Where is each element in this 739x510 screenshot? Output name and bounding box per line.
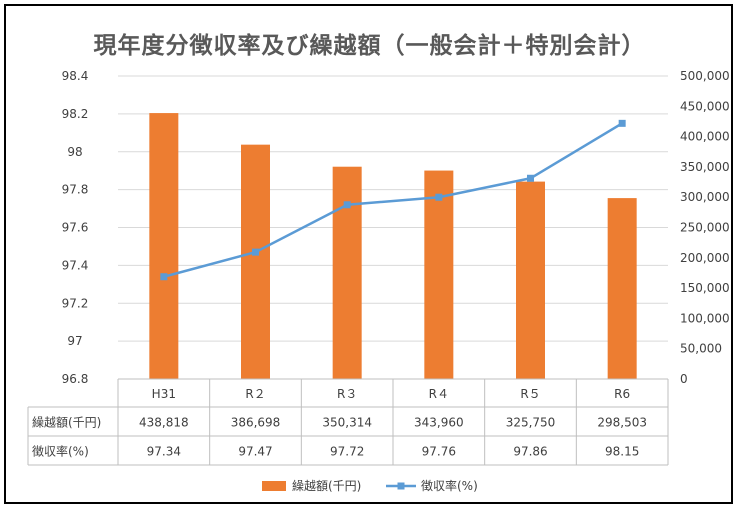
table-cell: 343,960 [414, 416, 464, 430]
table-cell: 97.72 [330, 445, 364, 459]
series-line [163, 122, 623, 278]
table-row-label: 繰越額(千円) [32, 416, 101, 430]
line-marker [343, 201, 351, 209]
left-tick-label: 98.2 [62, 107, 89, 121]
left-axis: 98.4 98.2 98 97.8 97.6 97.4 97.2 97 96.8 [62, 69, 89, 386]
line-marker [435, 193, 443, 201]
left-tick-label: 97.2 [62, 296, 89, 310]
table-cell: 97.86 [513, 445, 547, 459]
table-cell: 350,314 [322, 416, 372, 430]
line-marker [252, 248, 259, 256]
right-tick-label: 250,000 [680, 221, 730, 235]
chart-title: 現年度分徴収率及び繰越額（一般会計＋特別会計） [93, 33, 646, 59]
right-tick-label: 400,000 [680, 130, 730, 144]
left-tick-label: 98 [67, 145, 82, 159]
gridlines [118, 75, 668, 380]
category-label: R２ [245, 387, 265, 401]
table-cell: 325,750 [506, 416, 556, 430]
category-label: R6 [614, 387, 630, 401]
line-marker [160, 273, 168, 281]
legend-bar-label: 繰越額(千円) [292, 479, 361, 493]
right-tick-label: 300,000 [680, 190, 730, 204]
table-cell: 97.76 [422, 445, 456, 459]
bar [149, 113, 179, 379]
bar [332, 166, 362, 379]
table-cell: 386,698 [231, 416, 281, 430]
right-tick-label: 0 [680, 372, 688, 386]
data-table: H31 R２ R３ R４ R５ R6 繰越額(千円) 438,818 386,698 350,31… [27, 378, 669, 466]
left-tick-label: 98.4 [62, 69, 89, 83]
table-cell: 98.15 [605, 445, 639, 459]
category-label: R３ [337, 387, 357, 401]
bar [516, 181, 545, 379]
right-tick-label: 500,000 [680, 69, 730, 83]
category-label: H31 [152, 387, 176, 401]
category-label: R５ [520, 387, 540, 401]
legend: 繰越額(千円) 徴収率(%) [262, 478, 478, 493]
table-cell: 438,818 [139, 416, 189, 430]
right-tick-label: 100,000 [680, 311, 730, 325]
right-tick-label: 150,000 [680, 281, 730, 295]
bar [424, 170, 454, 379]
category-label: R４ [429, 387, 449, 401]
right-axis: 500,000 450,000 400,000 350,000 300,000 250,0… [680, 69, 730, 386]
line-marker [618, 119, 626, 127]
right-tick-label: 450,000 [680, 99, 730, 113]
right-tick-label: 50,000 [680, 342, 722, 356]
legend-line-marker [397, 482, 405, 490]
line-series [160, 119, 626, 281]
legend-line-label: 徴収率(%) [421, 478, 478, 493]
table-row-label: 徴収率(%) [32, 444, 89, 459]
bar [241, 144, 270, 379]
left-tick-label: 96.8 [62, 372, 89, 386]
line-marker [527, 174, 534, 182]
left-tick-label: 97 [67, 334, 82, 348]
table-cell: 97.47 [238, 445, 272, 459]
table-cell: 298,503 [597, 416, 647, 430]
left-tick-label: 97.8 [62, 183, 89, 197]
right-tick-label: 350,000 [680, 160, 730, 174]
table-cell: 97.34 [147, 445, 181, 459]
bar [607, 198, 637, 379]
left-tick-label: 97.4 [62, 258, 89, 272]
legend-bar-swatch [262, 481, 286, 491]
left-tick-label: 97.6 [62, 221, 89, 235]
right-tick-label: 200,000 [680, 251, 730, 265]
bar-series [149, 113, 637, 379]
